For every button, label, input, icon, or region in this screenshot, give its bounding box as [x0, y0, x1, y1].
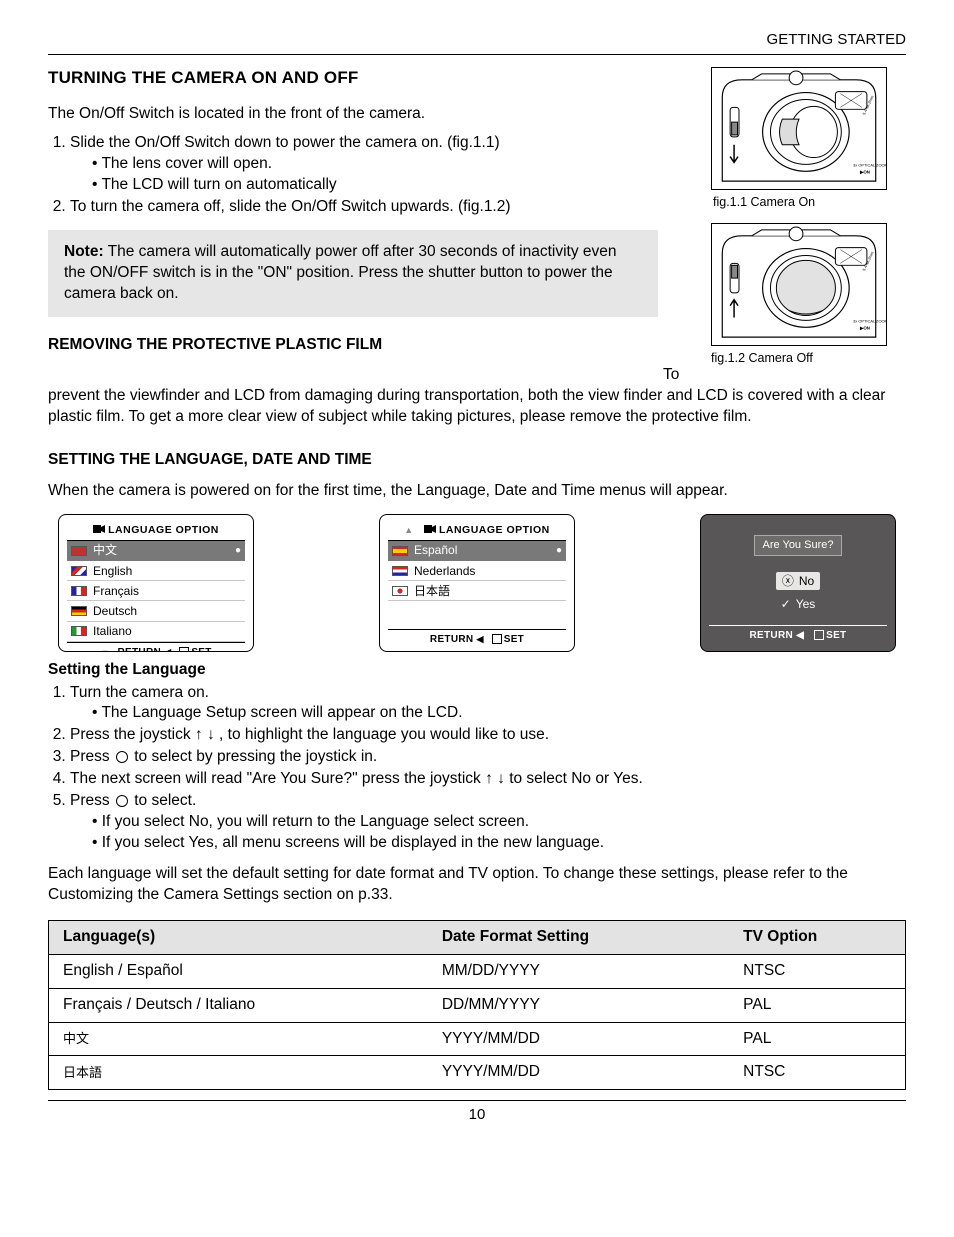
camcorder-icon: [424, 523, 436, 537]
joystick-press-icon: [116, 751, 128, 763]
lang-step-1: Turn the camera on.: [70, 684, 209, 701]
step-1b: The LCD will turn on automatically: [92, 175, 663, 196]
lang-step-5d: If you select Yes, all menu screens will…: [92, 833, 906, 854]
flag-it-icon: [71, 626, 87, 636]
figure-1-2: 3x OPTICAL ZOOM LENS ▶ON 5.4-16.2mm: [711, 223, 887, 346]
lcd-item: 日本語: [388, 581, 566, 601]
th-date-format: Date Format Setting: [428, 920, 729, 954]
th-tv-option: TV Option: [729, 920, 905, 954]
flag-uk-icon: [71, 566, 87, 576]
svg-text:▶ON: ▶ON: [859, 170, 870, 175]
lcd-item: Italiano: [67, 622, 245, 642]
lcd-screen-1: LANGUAGE OPTION 中文● English Français Deu…: [58, 514, 254, 652]
lcd-item: Deutsch: [67, 601, 245, 621]
lang-step-5: Press to select. If you select No, you w…: [70, 791, 906, 854]
language-steps: Turn the camera on. The Language Setup s…: [48, 683, 906, 854]
left-triangle-icon: ◀: [476, 634, 483, 644]
arrow-up-icon: [195, 726, 203, 743]
joystick-press-icon: [116, 795, 128, 807]
flag-es-icon: [392, 546, 408, 556]
step-2: To turn the camera off, slide the On/Off…: [70, 197, 663, 218]
figure-1-1: 3x OPTICAL ZOOM LENS ▶ON 5.4-16.2mm: [711, 67, 887, 190]
flag-jp-icon: [392, 586, 408, 596]
setting-intro: When the camera is powered on for the fi…: [48, 481, 906, 502]
lang-step-4: The next screen will read "Are You Sure?…: [70, 769, 906, 790]
camcorder-icon: [93, 523, 105, 537]
lang-step-1a: The Language Setup screen will appear on…: [92, 703, 906, 724]
lcd-item: English: [67, 561, 245, 581]
note-box: Note: The camera will automatically powe…: [48, 230, 658, 317]
removing-film-text: To prevent the viewfinder and LCD from d…: [48, 365, 906, 428]
option-yes: ✓Yes: [781, 596, 816, 612]
step-1: Slide the On/Off Switch down to power th…: [70, 134, 500, 151]
lcd-footer: RETURN ◀ SET: [709, 625, 887, 643]
flag-de-icon: [71, 606, 87, 616]
svg-text:3x OPTICAL ZOOM LENS: 3x OPTICAL ZOOM LENS: [853, 318, 886, 323]
flag-nl-icon: [392, 566, 408, 576]
step-1a: The lens cover will open.: [92, 154, 663, 175]
note-text: The camera will automatically power off …: [64, 243, 617, 302]
arrow-down-icon: [497, 770, 505, 787]
title-setting-lang-date-time: SETTING THE LANGUAGE, DATE AND TIME: [48, 450, 906, 471]
lcd-item: Español●: [388, 541, 566, 561]
th-language: Language(s): [49, 920, 428, 954]
title-removing-film: REMOVING THE PROTECTIVE PLASTIC FILM: [48, 335, 663, 356]
language-defaults-note: Each language will set the default setti…: [48, 864, 906, 906]
lcd-screen-3: Are You Sure? ⓧNo ✓Yes RETURN ◀ SET: [700, 514, 896, 652]
lcd-1-title: LANGUAGE OPTION: [67, 523, 245, 541]
lcd-footer: ▼ RETURN ◀ SET: [67, 642, 245, 652]
title-setting-language: Setting the Language: [48, 660, 906, 681]
x-circle-icon: ⓧ: [782, 573, 794, 589]
lcd-screens-row: LANGUAGE OPTION 中文● English Français Deu…: [48, 514, 906, 652]
lang-step-2: Press the joystick , to highlight the la…: [70, 725, 906, 746]
square-icon: [179, 647, 189, 651]
confirm-question: Are You Sure?: [754, 535, 843, 556]
lang-step-3: Press to select by pressing the joystick…: [70, 747, 906, 768]
table-row: 日本語 YYYY/MM/DD NTSC: [49, 1056, 906, 1090]
lcd-item: Français: [67, 581, 245, 601]
figures-sidebar: 3x OPTICAL ZOOM LENS ▶ON 5.4-16.2mm fig.…: [711, 67, 906, 367]
square-icon: [814, 630, 824, 640]
arrow-down-icon: [207, 726, 215, 743]
lcd-screen-2: ▲ LANGUAGE OPTION Español● Nederlands 日本…: [379, 514, 575, 652]
square-icon: [492, 634, 502, 644]
svg-text:▶ON: ▶ON: [859, 325, 870, 330]
lang-step-5c: If you select No, you will return to the…: [92, 812, 906, 833]
flag-fr-icon: [71, 586, 87, 596]
option-no: ⓧNo: [776, 572, 820, 590]
note-label: Note:: [64, 243, 104, 260]
check-icon: ✓: [781, 596, 791, 612]
page-number: 10: [48, 1100, 906, 1125]
header-section: GETTING STARTED: [48, 30, 906, 55]
svg-text:3x OPTICAL ZOOM LENS: 3x OPTICAL ZOOM LENS: [853, 163, 886, 168]
selected-dot-icon: ●: [556, 544, 562, 558]
lcd-item: Nederlands: [388, 561, 566, 581]
figure-1-1-caption: fig.1.1 Camera On: [711, 194, 906, 211]
arrow-up-icon: [485, 770, 493, 787]
intro-text: The On/Off Switch is located in the fron…: [48, 104, 663, 125]
lcd-item: 中文●: [67, 541, 245, 561]
title-turning-on-off: TURNING THE CAMERA ON AND OFF: [48, 67, 663, 90]
table-header-row: Language(s) Date Format Setting TV Optio…: [49, 920, 906, 954]
up-triangle-icon: ▲: [404, 525, 413, 535]
left-triangle-icon: ◀: [164, 647, 171, 652]
down-triangle-icon: ▼: [100, 647, 109, 652]
left-triangle-icon: ◀: [796, 630, 804, 641]
selected-dot-icon: ●: [235, 544, 241, 558]
flag-cn-icon: [71, 546, 87, 556]
lcd-footer: RETURN ◀ SET: [388, 629, 566, 647]
figure-1-2-caption: fig.1.2 Camera Off: [711, 350, 906, 367]
power-steps: Slide the On/Off Switch down to power th…: [48, 133, 663, 218]
lcd-2-title: ▲ LANGUAGE OPTION: [388, 523, 566, 541]
table-row: 中文 YYYY/MM/DD PAL: [49, 1022, 906, 1056]
table-row: Français / Deutsch / Italiano DD/MM/YYYY…: [49, 988, 906, 1022]
format-table: Language(s) Date Format Setting TV Optio…: [48, 920, 906, 1091]
table-row: English / Español MM/DD/YYYY NTSC: [49, 954, 906, 988]
